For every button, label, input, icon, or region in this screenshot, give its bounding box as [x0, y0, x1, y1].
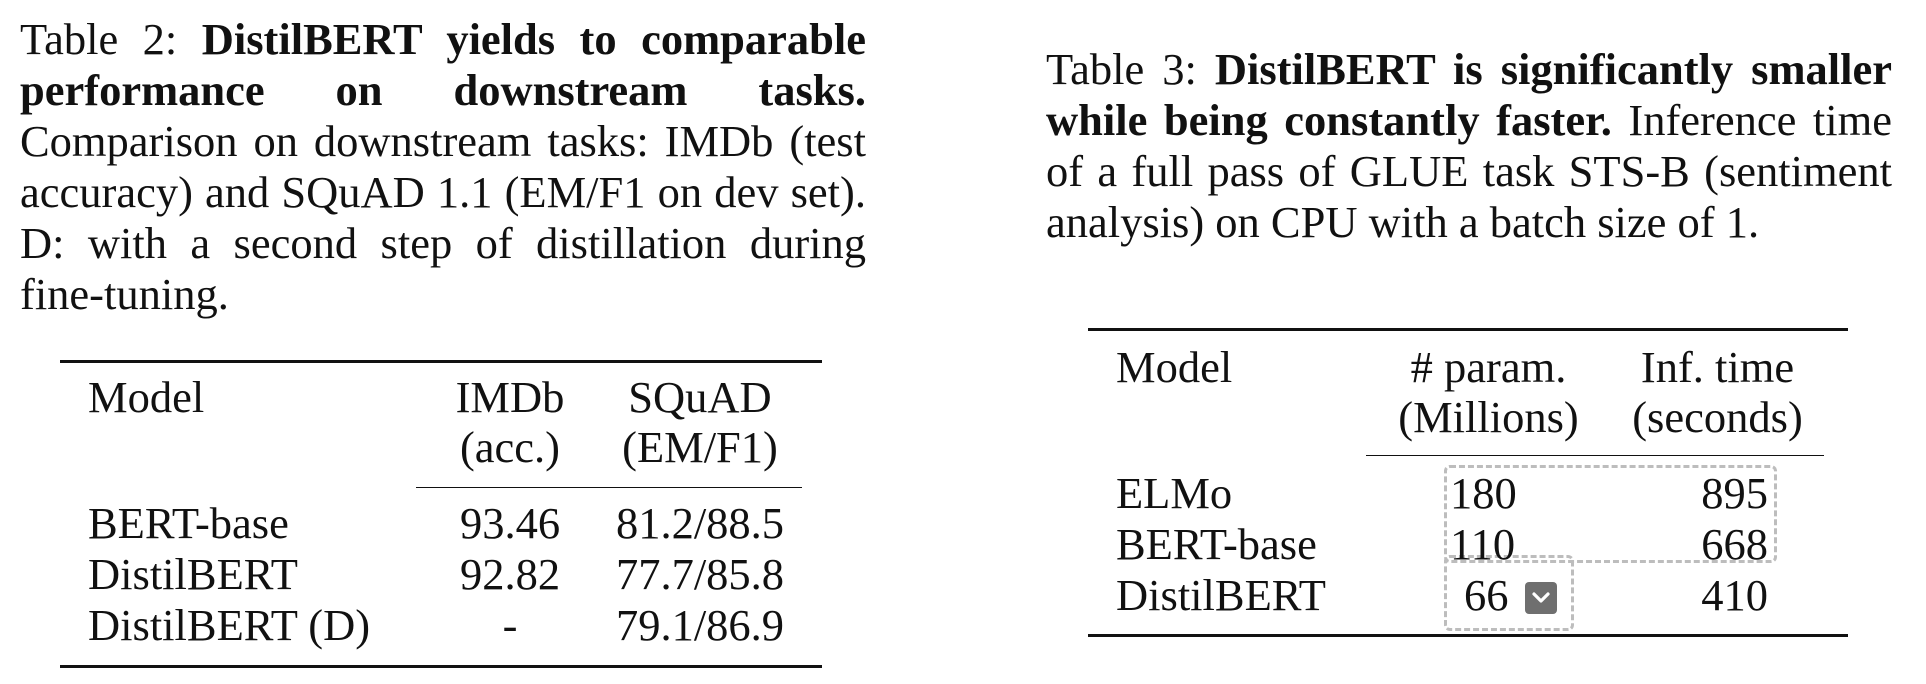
table2-cell-model: DistilBERT (D) — [88, 600, 371, 650]
table2-caption-label: Table 2: — [20, 14, 178, 64]
table3-cell-time: 895 — [1701, 468, 1768, 518]
table3-cell-params: 66 — [1464, 570, 1509, 620]
chevron-down-icon[interactable] — [1525, 582, 1557, 614]
table3-header-time: Inf. time — [1640, 342, 1795, 392]
table3-cell-model: BERT-base — [1116, 519, 1317, 569]
table2-header-imdb: IMDb — [455, 372, 565, 422]
table3-header-params: # param. — [1410, 342, 1567, 392]
table3-header-time-unit: (seconds) — [1632, 392, 1803, 442]
table2-header-imdb-unit: (acc.) — [459, 422, 561, 472]
table3-header-model: Model — [1116, 342, 1233, 392]
selection-outline-top[interactable] — [1444, 465, 1777, 563]
table3-cell-params: 180 — [1450, 468, 1517, 518]
table3-header-rule — [1366, 455, 1824, 456]
table2-cell-model: DistilBERT — [88, 549, 298, 599]
table2-cell-imdb: 93.46 — [459, 498, 561, 548]
table2-header-model: Model — [88, 372, 205, 422]
table2-cell-squad: 79.1/86.9 — [615, 600, 785, 650]
table3-header-params-unit: (Millions) — [1398, 392, 1579, 442]
table2-bottom-rule — [60, 665, 822, 668]
table2-cell-squad: 77.7/85.8 — [615, 549, 785, 599]
table3-cell-model: ELMo — [1116, 468, 1233, 518]
table2-cell-squad: 81.2/88.5 — [615, 498, 785, 548]
table2-top-rule — [60, 360, 822, 363]
table2-cell-imdb: - — [502, 600, 518, 650]
table2-caption-bold: DistilBERT yields to comparable performa… — [20, 14, 866, 115]
table3-caption-rest: Inference time of a full pass of GLUE ta… — [1046, 95, 1893, 247]
table2-header-squad: SQuAD — [628, 372, 772, 422]
table3-cell-time: 668 — [1701, 519, 1768, 569]
table2-caption: Table 2: DistilBERT yields to comparable… — [20, 14, 866, 320]
table3-cell-model: DistilBERT — [1116, 570, 1326, 620]
table2-header-rule — [416, 487, 802, 488]
selection-outline-bottom[interactable] — [1444, 555, 1574, 631]
table3-cell-time: 410 — [1701, 570, 1768, 620]
table2-header-squad-unit: (EM/F1) — [622, 422, 778, 472]
table3-cell-params: 110 — [1450, 519, 1516, 569]
table3-caption: Table 3: DistilBERT is significantly sma… — [1046, 44, 1892, 248]
table2-caption-rest: Comparison on downstream tasks: IMDb (te… — [20, 116, 866, 319]
table3-caption-bold: DistilBERT is significantly smaller whil… — [1046, 44, 1893, 145]
table2-cell-imdb: 92.82 — [459, 549, 561, 599]
table2-cell-model: BERT-base — [88, 498, 289, 548]
table3-caption-label: Table 3: — [1046, 44, 1197, 94]
table3-bottom-rule — [1088, 634, 1848, 637]
table3-top-rule — [1088, 328, 1848, 331]
